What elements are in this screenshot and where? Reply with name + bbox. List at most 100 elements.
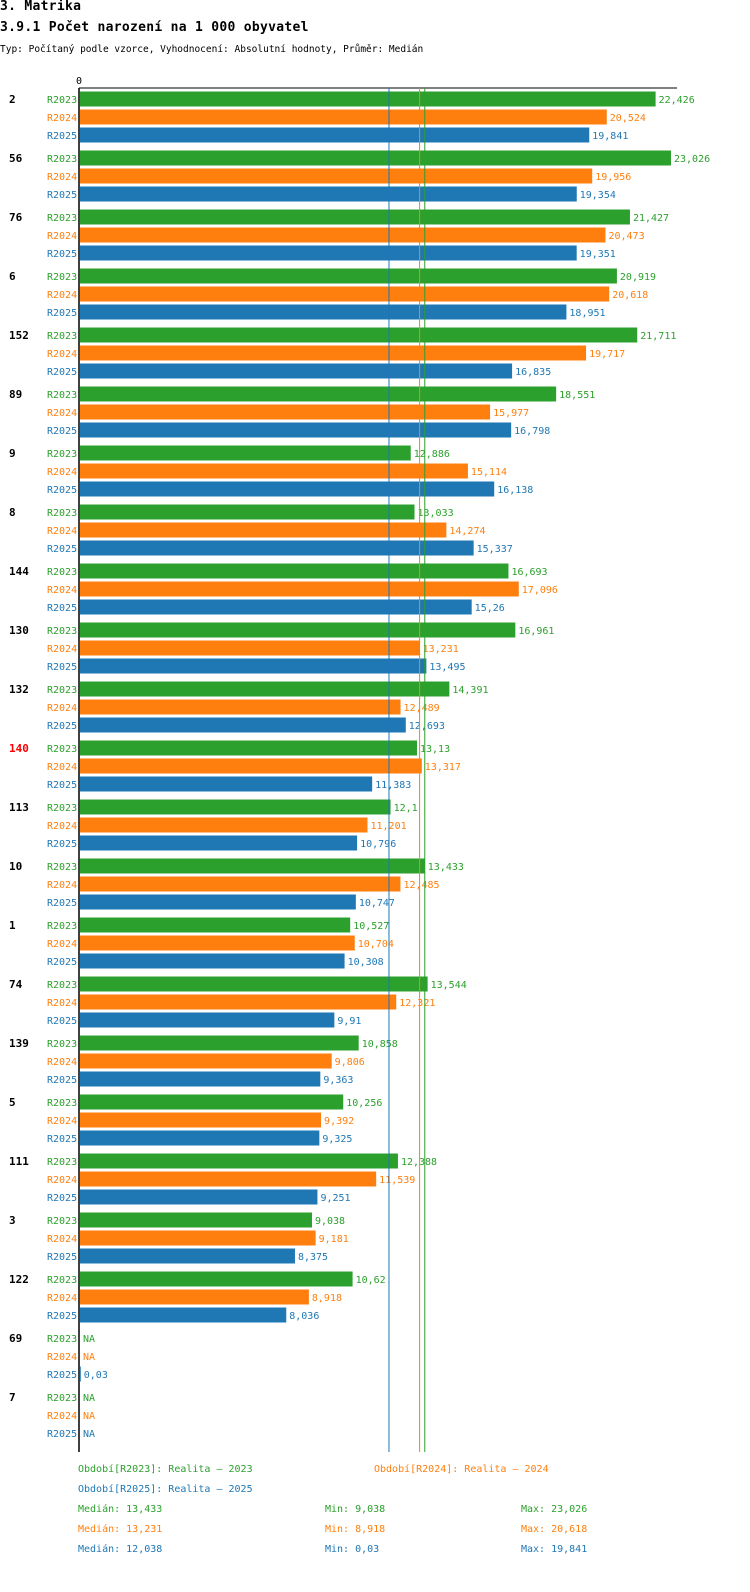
bar bbox=[80, 363, 513, 379]
bar bbox=[80, 717, 406, 733]
bar bbox=[80, 1212, 312, 1228]
bar bbox=[80, 917, 351, 933]
bar bbox=[80, 109, 607, 125]
data-label: 9,392 bbox=[324, 1116, 354, 1127]
group-label: 10 bbox=[9, 860, 22, 873]
bar bbox=[80, 563, 509, 579]
bar bbox=[80, 1153, 398, 1169]
data-label: 16,961 bbox=[518, 626, 554, 637]
group-label: 56 bbox=[9, 152, 23, 165]
bar bbox=[80, 799, 391, 815]
legend-r2023: Období[R2023]: Realita – 2023 bbox=[78, 1464, 253, 1475]
legend-r2025: Období[R2025]: Realita – 2025 bbox=[78, 1484, 253, 1495]
data-label: 13,495 bbox=[429, 662, 465, 673]
data-label: 9,363 bbox=[323, 1075, 353, 1086]
data-label: NA bbox=[83, 1411, 95, 1422]
data-label: 0,03 bbox=[84, 1370, 108, 1381]
bar bbox=[80, 209, 630, 225]
series-label: R2025 bbox=[47, 721, 77, 732]
data-label: 12,886 bbox=[414, 449, 450, 460]
series-label: R2025 bbox=[47, 131, 77, 142]
series-label: R2023 bbox=[47, 154, 77, 165]
bar bbox=[80, 186, 577, 202]
bar bbox=[80, 681, 450, 697]
bar bbox=[80, 481, 495, 497]
bar bbox=[80, 445, 411, 461]
group-label: 69 bbox=[9, 1332, 22, 1345]
series-label: R2023 bbox=[47, 567, 77, 578]
data-label: 12,485 bbox=[403, 880, 439, 891]
data-label: 8,375 bbox=[298, 1252, 328, 1263]
bar bbox=[80, 994, 397, 1010]
stat-min-r2023: Min: 9,038 bbox=[325, 1504, 386, 1515]
bar bbox=[80, 640, 420, 656]
chart-title: 3.9.1 Počet narození na 1 000 obyvatel bbox=[0, 20, 309, 35]
data-label: 10,858 bbox=[362, 1039, 398, 1050]
data-label: 14,391 bbox=[452, 685, 488, 696]
group-label: 2 bbox=[9, 93, 16, 106]
bar bbox=[80, 150, 671, 166]
data-label: 21,711 bbox=[640, 331, 676, 342]
data-label: 14,274 bbox=[449, 526, 485, 537]
data-label: 12,388 bbox=[401, 1157, 437, 1168]
data-label: 23,026 bbox=[674, 154, 710, 165]
series-label: R2023 bbox=[47, 862, 77, 873]
data-label: 10,308 bbox=[348, 957, 384, 968]
bar bbox=[80, 1289, 309, 1305]
series-label: R2025 bbox=[47, 367, 77, 378]
group-label: 3 bbox=[9, 1214, 16, 1227]
series-label: R2025 bbox=[47, 544, 77, 555]
series-label: R2023 bbox=[47, 921, 77, 932]
series-label: R2024 bbox=[47, 1293, 77, 1304]
series-label: R2025 bbox=[47, 603, 77, 614]
data-label: 13,033 bbox=[418, 508, 454, 519]
data-label: 19,717 bbox=[589, 349, 625, 360]
group-label: 139 bbox=[9, 1037, 29, 1050]
bar bbox=[80, 327, 638, 343]
data-label: 20,919 bbox=[620, 272, 656, 283]
bar bbox=[80, 622, 516, 638]
bar bbox=[80, 1071, 321, 1087]
group-label: 7 bbox=[9, 1391, 16, 1404]
chart-subtitle: Typ: Počítaný podle vzorce, Vyhodnocení:… bbox=[0, 44, 424, 55]
data-label: 22,426 bbox=[659, 95, 695, 106]
data-label: 8,918 bbox=[312, 1293, 342, 1304]
bar bbox=[80, 522, 447, 538]
bar bbox=[80, 463, 468, 479]
data-label: 21,427 bbox=[633, 213, 669, 224]
series-label: R2025 bbox=[47, 1370, 77, 1381]
data-label: 15,337 bbox=[477, 544, 513, 555]
series-label: R2025 bbox=[47, 957, 77, 968]
series-label: R2024 bbox=[47, 1234, 77, 1245]
bar bbox=[80, 1094, 344, 1110]
data-label: 10,62 bbox=[356, 1275, 386, 1286]
stat-median-r2025: Medián: 12,038 bbox=[78, 1544, 163, 1555]
series-label: R2024 bbox=[47, 1175, 77, 1186]
data-label: 16,798 bbox=[514, 426, 550, 437]
data-label: 8,036 bbox=[289, 1311, 319, 1322]
data-label: 13,433 bbox=[428, 862, 464, 873]
bar bbox=[80, 304, 567, 320]
stat-median-r2024: Medián: 13,231 bbox=[78, 1524, 163, 1535]
series-label: R2025 bbox=[47, 1075, 77, 1086]
stat-max-r2025: Max: 19,841 bbox=[521, 1544, 588, 1555]
stat-min-r2025: Min: 0,03 bbox=[325, 1544, 380, 1555]
group-label: 8 bbox=[9, 506, 16, 519]
data-label: NA bbox=[83, 1429, 95, 1440]
data-label: 10,747 bbox=[359, 898, 395, 909]
series-label: R2023 bbox=[47, 331, 77, 342]
data-label: 20,618 bbox=[612, 290, 648, 301]
bar bbox=[80, 1271, 353, 1287]
series-label: R2024 bbox=[47, 585, 77, 596]
data-label: 18,951 bbox=[569, 308, 605, 319]
group-label: 113 bbox=[9, 801, 29, 814]
series-label: R2023 bbox=[47, 685, 77, 696]
data-label: 13,231 bbox=[423, 644, 459, 655]
data-label: NA bbox=[83, 1334, 95, 1345]
bar bbox=[80, 976, 428, 992]
series-label: R2023 bbox=[47, 390, 77, 401]
data-label: NA bbox=[83, 1352, 95, 1363]
data-label: 15,114 bbox=[471, 467, 507, 478]
series-label: R2023 bbox=[47, 980, 77, 991]
